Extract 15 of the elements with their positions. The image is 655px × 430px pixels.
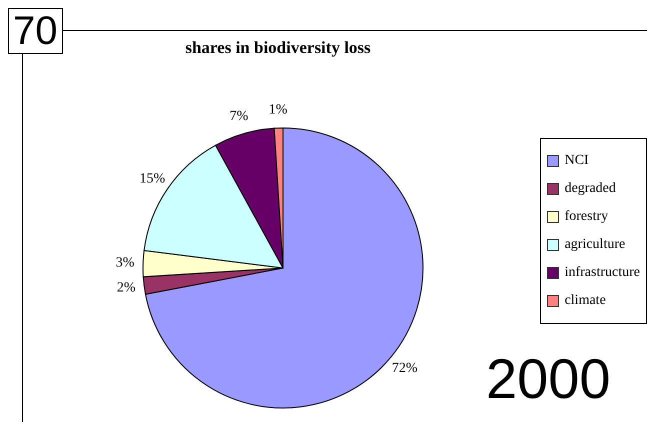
legend-label: degraded [564,180,616,198]
data-label: 72% [392,361,418,376]
chart-title: shares in biodiversity loss [185,38,372,57]
data-label: 2% [116,280,136,296]
text: 2000 [486,347,611,410]
legend-label: infrastructure [564,264,640,282]
text: 70 [8,8,62,54]
legend-label: forestry [564,208,608,226]
data-label: 3% [116,256,135,271]
legend-label: climate [564,292,606,310]
data-label: 1% [268,102,288,118]
legend-label: agriculture [564,236,626,254]
legend-label: NCI [564,152,589,170]
data-label: 7% [230,108,249,124]
data-label: 15% [139,172,166,187]
